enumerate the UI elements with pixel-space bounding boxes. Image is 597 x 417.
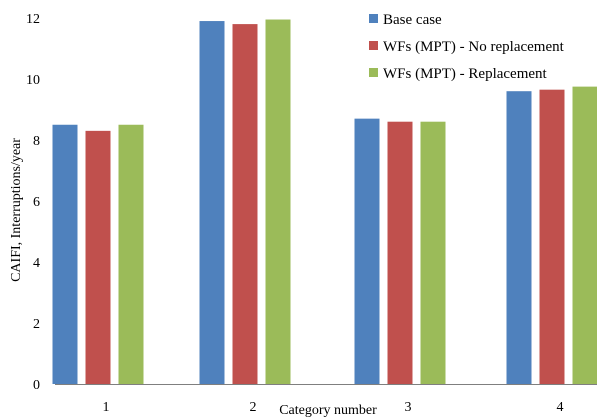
- x-axis-ticks: 1 2 3 4: [103, 400, 564, 415]
- bar-3-cat-4: [572, 86, 597, 384]
- legend-label: WFs (MPT) - No replacement: [383, 39, 565, 55]
- y-tick-label: 4: [33, 256, 40, 271]
- y-tick-label: 2: [33, 317, 40, 332]
- bar-2-cat-4: [539, 89, 565, 385]
- bar-1-cat-2: [199, 21, 225, 385]
- legend-label: WFs (MPT) - Replacement: [383, 66, 548, 82]
- legend-label: Base case: [383, 12, 442, 28]
- y-tick-label: 0: [33, 378, 40, 393]
- y-axis-ticks: 0 2 4 6 8 10 12: [26, 12, 40, 393]
- bar-1-cat-3: [354, 118, 380, 385]
- legend-swatch: [369, 68, 378, 77]
- bar-3-cat-1: [118, 124, 144, 384]
- x-tick-label: 2: [250, 400, 257, 415]
- y-tick-label: 6: [33, 195, 40, 210]
- y-tick-label: 12: [26, 12, 40, 27]
- legend-swatch: [369, 14, 378, 23]
- legend: Base case WFs (MPT) - No replacement WFs (…: [369, 12, 565, 82]
- x-axis-title: Category number: [279, 403, 377, 417]
- y-tick-label: 8: [33, 134, 40, 149]
- bar-2-cat-3: [387, 121, 413, 384]
- x-tick-label: 3: [405, 400, 412, 415]
- bar-2-cat-1: [85, 130, 111, 384]
- legend-swatch: [369, 41, 378, 50]
- bar-1-cat-4: [506, 91, 532, 384]
- bar-3-cat-2: [265, 19, 291, 385]
- y-axis-title: CAIFI, Interruptions/year: [9, 138, 24, 282]
- y-tick-label: 10: [26, 73, 40, 88]
- bar-3-cat-3: [420, 121, 446, 384]
- bars-group: [52, 19, 597, 385]
- bar-2-cat-2: [232, 24, 258, 384]
- x-tick-label: 1: [103, 400, 110, 415]
- x-tick-label: 4: [557, 400, 564, 415]
- bar-1-cat-1: [52, 124, 78, 384]
